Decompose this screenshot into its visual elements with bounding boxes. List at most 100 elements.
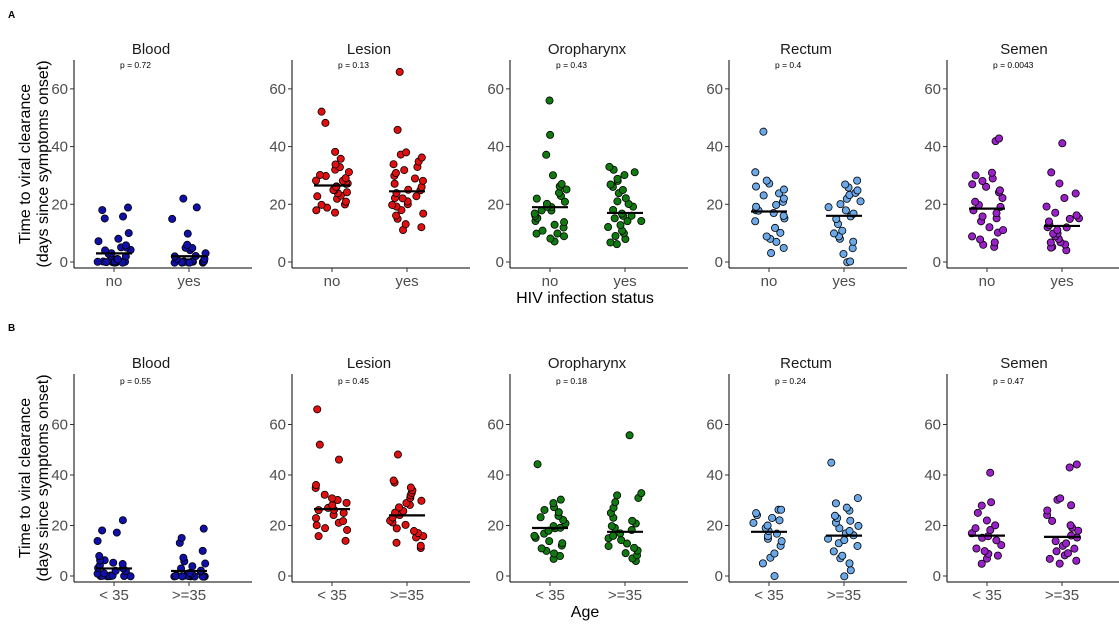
data-point xyxy=(749,518,758,527)
data-point xyxy=(102,258,111,267)
data-point xyxy=(752,202,761,211)
data-point xyxy=(982,182,991,191)
data-point xyxy=(391,169,400,178)
data-point xyxy=(853,541,862,550)
data-point xyxy=(417,223,426,232)
data-point xyxy=(342,498,351,507)
data-point xyxy=(838,226,847,235)
x-tick-label: >=35 xyxy=(608,587,642,604)
data-point xyxy=(985,223,994,232)
panel-title: Semen xyxy=(1000,355,1048,372)
x-tick-label: no xyxy=(324,273,341,290)
data-point xyxy=(623,217,632,226)
data-point xyxy=(418,176,427,185)
data-point xyxy=(1051,537,1060,546)
data-point xyxy=(759,191,768,200)
data-point xyxy=(100,569,109,578)
data-point xyxy=(402,148,411,157)
data-point xyxy=(836,200,845,209)
data-point xyxy=(1044,217,1053,226)
data-point xyxy=(841,206,850,215)
y-tick-label: 20 xyxy=(924,196,941,213)
data-point xyxy=(1072,460,1081,469)
data-point xyxy=(312,521,321,530)
data-point xyxy=(388,200,397,209)
data-point xyxy=(840,536,849,545)
data-point xyxy=(621,549,630,558)
data-point xyxy=(550,220,559,229)
data-point xyxy=(317,107,326,116)
data-point xyxy=(417,496,426,505)
data-point xyxy=(980,547,989,556)
panel-title: Lesion xyxy=(347,41,391,58)
data-point xyxy=(763,521,772,530)
data-point xyxy=(177,533,186,542)
data-point xyxy=(770,572,779,581)
data-point xyxy=(331,147,340,156)
data-point xyxy=(1052,547,1061,556)
y-tick-label: 20 xyxy=(269,196,286,213)
data-point xyxy=(1063,549,1072,558)
x-tick-label: no xyxy=(106,273,123,290)
data-point xyxy=(412,192,421,201)
data-point xyxy=(1071,189,1080,198)
data-point xyxy=(779,185,788,194)
data-point xyxy=(188,562,197,571)
data-point xyxy=(1042,202,1051,211)
data-point xyxy=(987,168,996,177)
data-point xyxy=(94,237,103,246)
data-point xyxy=(390,179,399,188)
y-tick-label: 60 xyxy=(706,81,723,98)
y-axis-title-line1: Time to viral clearance xyxy=(17,84,34,244)
data-point xyxy=(840,572,849,581)
panel-title: Rectum xyxy=(780,355,832,372)
data-point xyxy=(401,520,410,529)
data-point xyxy=(776,228,785,237)
data-point xyxy=(993,551,1002,560)
data-point xyxy=(846,566,855,575)
data-point xyxy=(344,168,353,177)
y-tick-label: 40 xyxy=(269,139,286,156)
data-point xyxy=(546,130,555,139)
data-point xyxy=(179,553,188,562)
y-tick-label: 40 xyxy=(51,139,68,156)
data-point xyxy=(312,481,321,490)
data-point xyxy=(546,234,555,243)
data-point xyxy=(628,516,637,525)
data-point xyxy=(779,243,788,252)
data-point xyxy=(124,203,133,212)
data-point xyxy=(968,232,977,241)
y-tick-label: 40 xyxy=(706,467,723,484)
data-point xyxy=(183,229,192,238)
data-point xyxy=(991,521,1000,530)
panel-title: Oropharynx xyxy=(548,41,627,58)
x-tick-label: yes xyxy=(832,273,855,290)
data-point xyxy=(621,194,630,203)
data-point xyxy=(392,538,401,547)
data-point xyxy=(410,174,419,183)
data-point xyxy=(121,241,130,250)
x-tick-label: < 35 xyxy=(317,587,347,604)
p-value-label: p = 0.4 xyxy=(775,60,802,70)
x-tick-label: >=35 xyxy=(172,587,206,604)
data-point xyxy=(98,526,107,535)
data-point xyxy=(312,176,321,185)
panel-title: Rectum xyxy=(780,41,832,58)
data-point xyxy=(609,531,618,540)
data-point xyxy=(315,440,324,449)
data-point xyxy=(606,180,615,189)
data-point xyxy=(613,491,622,500)
data-point xyxy=(990,238,999,247)
data-point xyxy=(316,170,325,179)
data-point xyxy=(771,223,780,232)
x-tick-label: < 35 xyxy=(972,587,1002,604)
x-tick-label: yes xyxy=(1050,273,1073,290)
data-point xyxy=(977,501,986,510)
data-point xyxy=(179,194,188,203)
data-point xyxy=(562,185,571,194)
x-tick-label: < 35 xyxy=(99,587,129,604)
panel-title: Blood xyxy=(132,41,170,58)
data-point xyxy=(395,503,404,512)
data-point xyxy=(112,528,121,537)
